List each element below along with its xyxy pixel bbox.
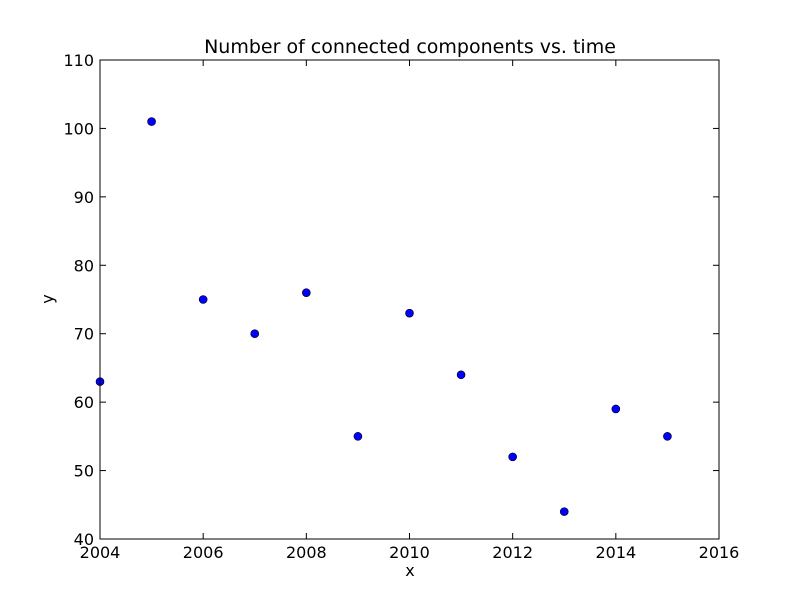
x-tick-label: 2012 — [492, 543, 533, 562]
data-point — [353, 432, 363, 441]
y-tick-label: 50 — [74, 462, 94, 481]
data-point — [456, 370, 466, 380]
x-tick-label: 2010 — [389, 543, 430, 562]
plot-area — [99, 59, 720, 540]
y-tick-label: 110 — [63, 51, 94, 70]
data-point — [147, 117, 156, 126]
y-tick-label: 70 — [74, 325, 94, 344]
x-tick-label: 2008 — [286, 543, 327, 562]
x-tick-label: 2016 — [699, 543, 740, 562]
x-tick-label: 2014 — [595, 543, 636, 562]
y-tick-label: 100 — [63, 119, 94, 138]
axis-ticks: 2004 2006 2008 2010 2012 2014 2016 40 50 60 70 80 90… — [63, 51, 739, 562]
x-tick-label: 2006 — [183, 543, 224, 562]
data-point — [198, 295, 208, 304]
data-point — [611, 404, 621, 414]
data-point — [663, 432, 672, 441]
data-point — [302, 288, 311, 297]
data-point — [508, 452, 517, 462]
x-tick-label: 2004 — [80, 543, 121, 562]
data-points — [95, 117, 672, 516]
x-axis-label: x — [405, 561, 414, 580]
data-point — [405, 308, 414, 318]
y-axis-label: y — [38, 294, 57, 303]
data-point — [559, 507, 569, 516]
y-tick-label: 40 — [74, 530, 94, 549]
y-tick-label: 60 — [74, 393, 94, 412]
chart-title: Number of connected components vs. time — [204, 36, 616, 58]
y-tick-label: 80 — [74, 256, 94, 275]
y-tick-label: 90 — [74, 188, 94, 207]
data-point — [250, 329, 260, 339]
